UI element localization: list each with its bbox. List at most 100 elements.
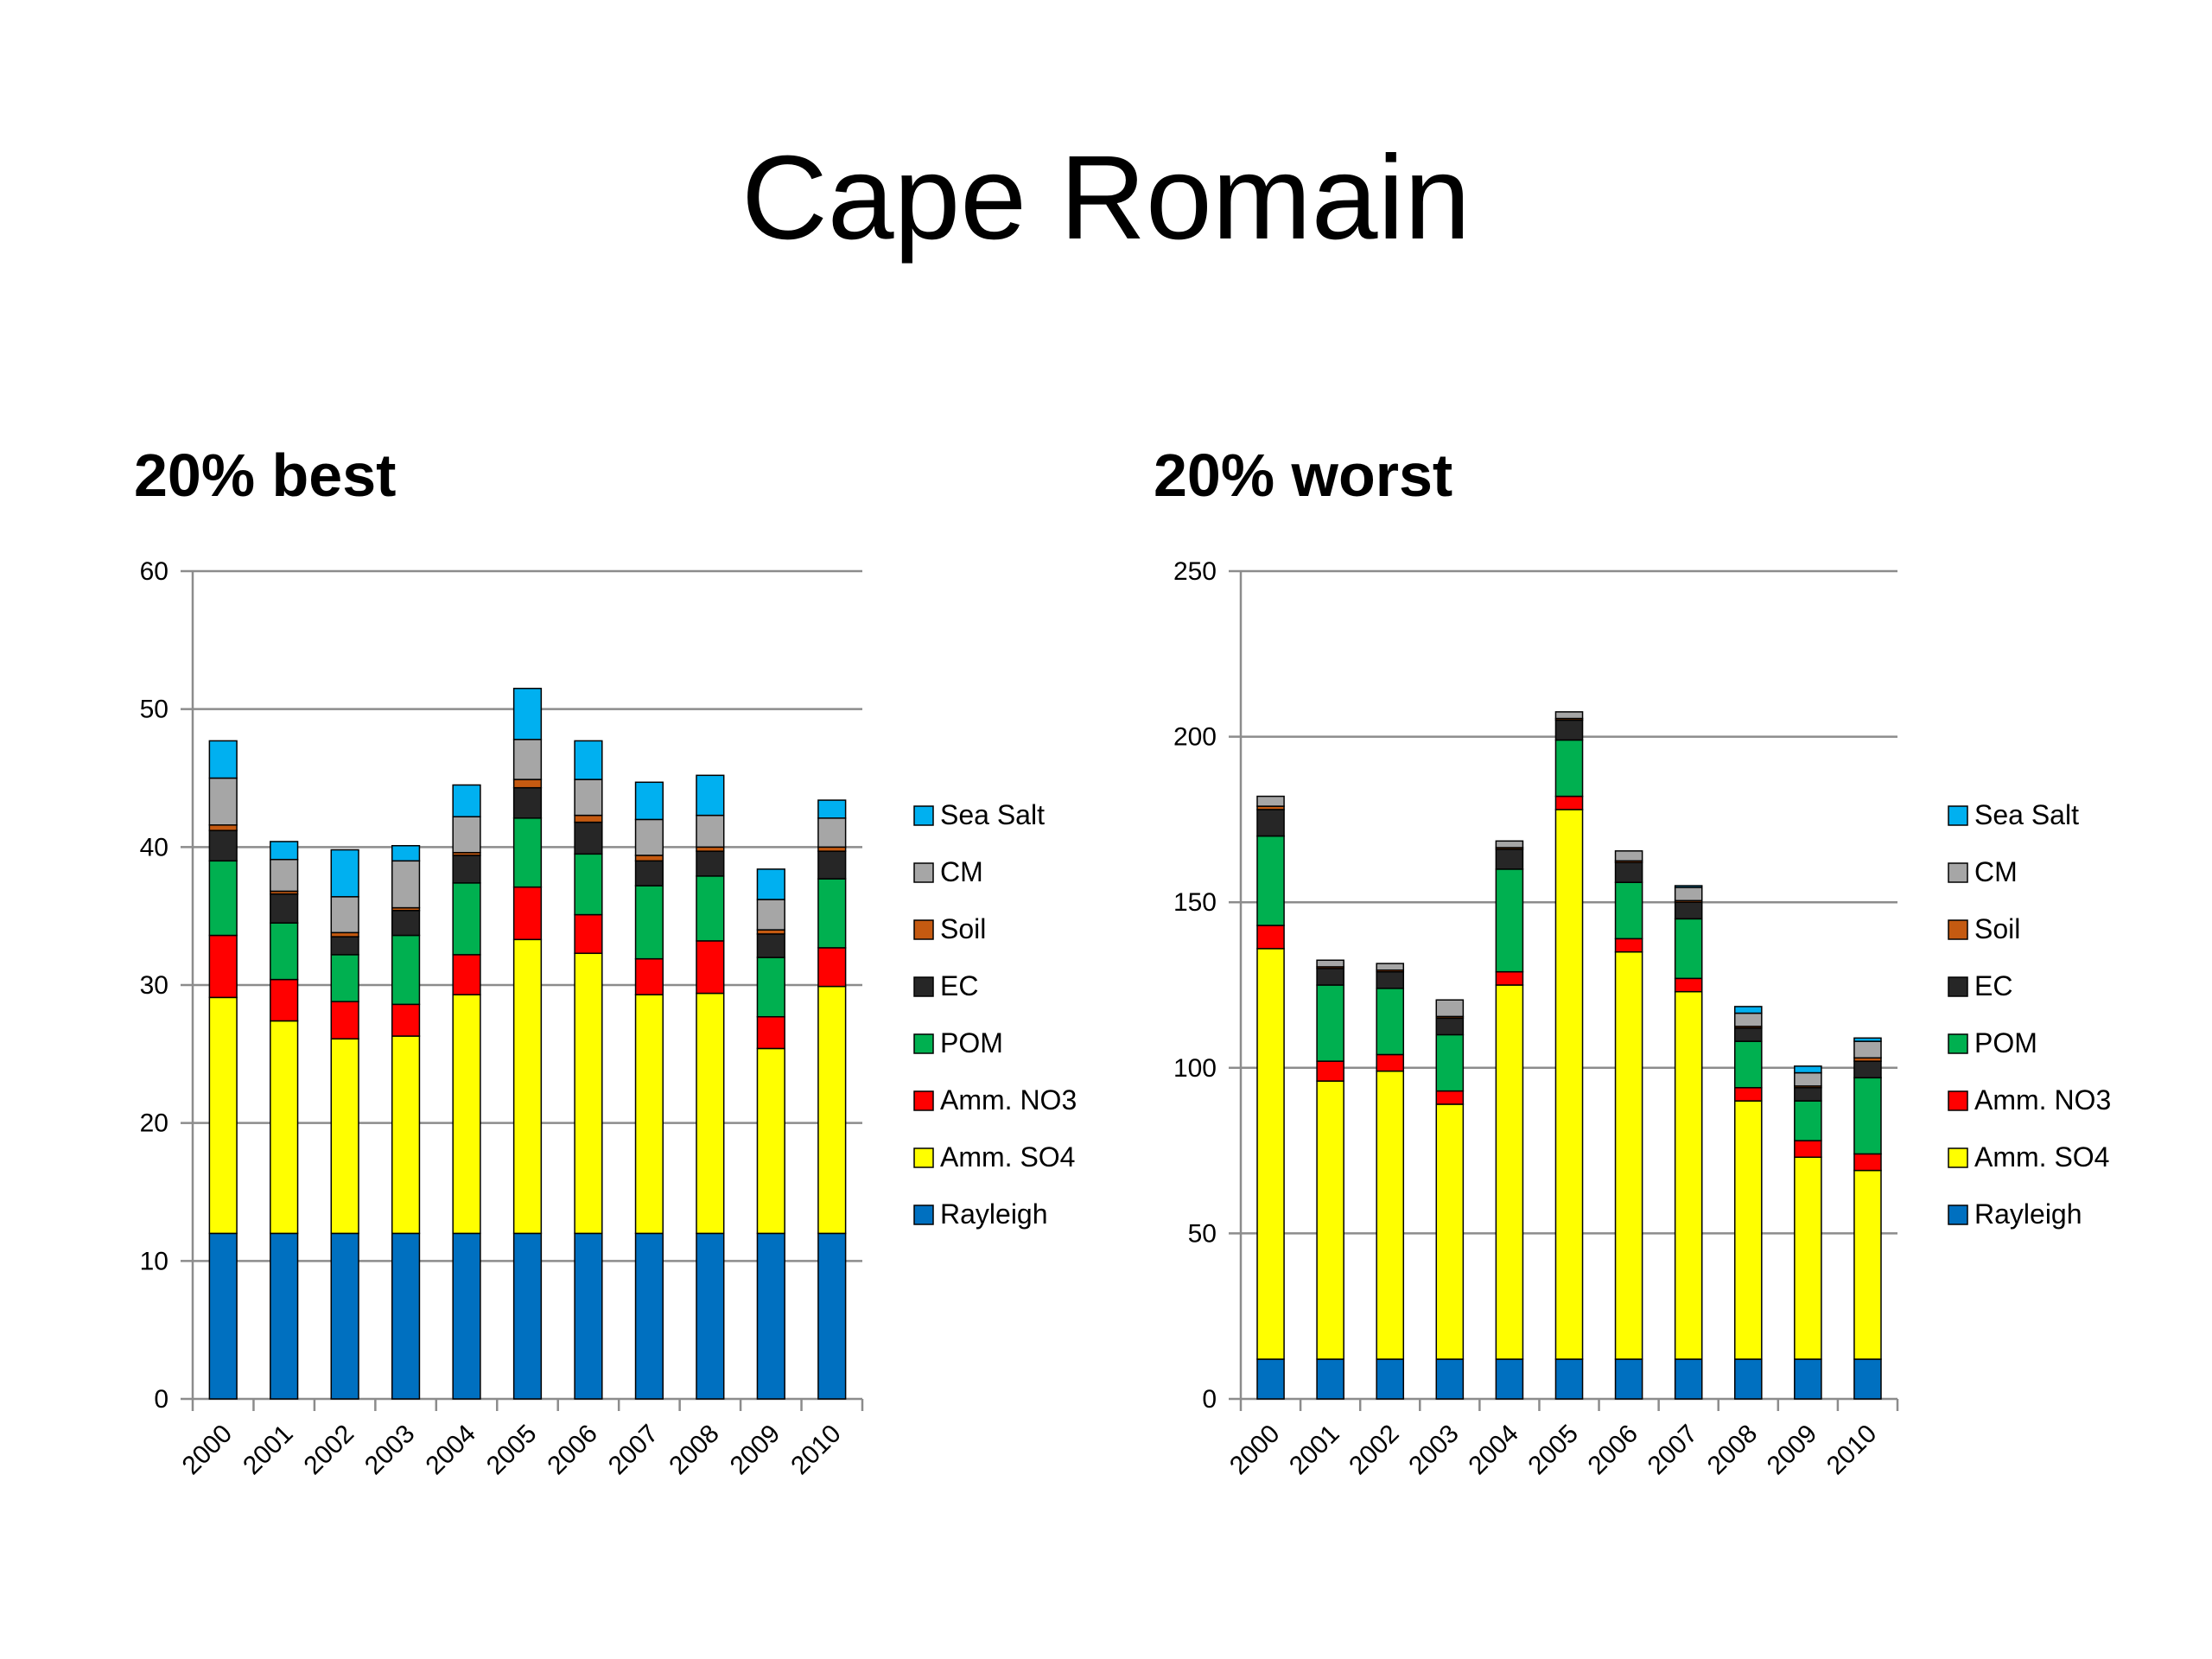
bar-best-2009-sea-salt [756,868,785,900]
x-tick-label-best-2005: 2005 [481,1420,543,1481]
bar-best-2002-amm-so4 [330,1038,359,1235]
bar-best-2008-amm-so4 [696,992,725,1235]
bar-worst-2003-pom [1435,1033,1465,1092]
y-tick-label-worst-150: 150 [1173,888,1217,917]
legend-label-worst-sea-salt: Sea Salt [1974,799,2079,830]
legend-label-best-cm: CM [940,856,983,887]
x-tick-label-worst-2000: 2000 [1224,1420,1286,1481]
bar-best-2000-rayleigh [208,1232,238,1400]
legend-swatch-worst-soil [1948,919,1968,940]
legend-label-best-rayleigh: Rayleigh [940,1198,1048,1230]
x-tick-label-best-2010: 2010 [785,1420,847,1481]
bar-best-2009-cm [756,899,785,931]
bar-best-2007-ec [634,860,664,887]
y-tick-label-worst-0: 0 [1202,1385,1217,1414]
bar-best-2000-amm-so4 [208,996,238,1235]
bar-best-2001-amm-no3 [270,978,299,1022]
bar-best-2003-rayleigh [391,1232,421,1400]
x-tick-label-best-2007: 2007 [603,1420,664,1481]
bar-best-2010-pom [817,878,847,949]
bar-worst-2000-rayleigh [1256,1358,1285,1400]
y-tick-label-best-40: 40 [140,833,168,861]
bar-worst-2010-amm-so4 [1853,1169,1882,1360]
bar-best-2009-ec [756,933,785,958]
bar-best-2007-rayleigh [634,1232,664,1400]
bar-worst-2007-cm [1674,887,1703,902]
legend-label-worst-cm: CM [1974,856,2018,887]
legend-label-worst-soil: Soil [1974,913,2020,944]
bar-best-2005-amm-so4 [512,938,543,1235]
bar-best-2004-pom [452,882,481,956]
bar-worst-2002-amm-so4 [1376,1070,1405,1360]
bar-worst-2006-pom [1614,881,1643,940]
bar-worst-2009-ec [1794,1087,1822,1102]
bar-worst-2008-pom [1733,1040,1763,1089]
y-tick-label-worst-250: 250 [1173,557,1217,586]
legend-label-worst-ec: EC [1974,970,2012,1001]
bar-worst-2001-amm-so4 [1316,1080,1344,1360]
bar-worst-2009-amm-so4 [1794,1156,1822,1360]
bar-worst-2004-rayleigh [1495,1358,1524,1400]
bar-worst-2004-pom [1495,868,1524,973]
bar-best-2001-pom [270,922,299,981]
legend-swatch-worst-ec [1948,976,1968,997]
bar-worst-2005-amm-no3 [1554,795,1584,810]
x-tick-label-best-2004: 2004 [420,1420,481,1481]
slide-title: Cape Romain [741,131,1471,264]
bar-worst-2008-cm [1733,1012,1763,1027]
bar-worst-2001-amm-no3 [1316,1060,1344,1082]
x-tick-label-worst-2009: 2009 [1762,1420,1823,1481]
x-tick-label-best-2009: 2009 [725,1420,786,1481]
bar-worst-2006-rayleigh [1614,1358,1643,1400]
bar-worst-2001-ec [1316,968,1344,986]
chart-title-best: 20% best [134,442,397,509]
x-tick-label-worst-2001: 2001 [1284,1420,1345,1481]
legend-label-worst-pom: POM [1974,1027,2037,1058]
legend-swatch-worst-amm-no3 [1948,1090,1968,1111]
bar-best-2005-soil [512,779,543,789]
x-tick-label-best-2003: 2003 [359,1420,421,1481]
y-tick-label-worst-50: 50 [1188,1219,1217,1248]
bar-best-2006-rayleigh [574,1232,603,1400]
x-tick-label-best-2008: 2008 [664,1420,725,1481]
bar-best-2008-amm-no3 [696,940,725,995]
bar-best-2007-sea-salt [634,781,664,821]
bar-worst-2007-pom [1674,918,1703,980]
y-tick-label-best-60: 60 [140,557,168,586]
bar-best-2010-ec [817,850,847,880]
bar-best-2003-amm-no3 [391,1003,421,1037]
bar-worst-2004-cm [1495,840,1524,849]
legend-swatch-worst-amm-so4 [1948,1147,1968,1168]
bar-worst-2001-cm [1316,959,1344,968]
bar-best-2005-ec [512,786,543,819]
bar-worst-2003-amm-so4 [1435,1103,1465,1360]
bar-best-2006-cm [574,779,603,817]
bar-best-2001-sea-salt [270,841,299,861]
x-tick-label-worst-2008: 2008 [1702,1420,1764,1481]
bar-worst-2008-rayleigh [1733,1358,1763,1400]
bar-worst-2003-cm [1435,999,1465,1018]
x-tick-label-best-2000: 2000 [177,1420,238,1481]
bar-best-2002-cm [330,896,359,934]
bar-best-2004-sea-salt [452,784,481,817]
legend-swatch-worst-sea-salt [1948,805,1968,826]
legend-label-best-pom: POM [940,1027,1003,1058]
legend-swatch-best-rayleigh [913,1205,934,1225]
bar-worst-2000-pom [1256,835,1285,926]
bar-best-2008-ec [696,850,725,877]
bar-worst-2010-rayleigh [1853,1358,1882,1400]
x-tick-label-worst-2003: 2003 [1403,1420,1465,1481]
bar-worst-2008-ec [1733,1027,1763,1042]
bar-best-2000-soil [208,824,238,831]
bar-worst-2010-pom [1853,1077,1882,1155]
bar-best-2006-soil [574,814,603,823]
bar-best-2009-amm-so4 [756,1047,785,1235]
bar-best-2007-pom [634,885,664,960]
bar-best-2005-pom [512,817,543,888]
bar-worst-2008-amm-so4 [1733,1100,1763,1360]
y-tick-label-worst-100: 100 [1173,1054,1217,1083]
bar-worst-2000-amm-no3 [1256,925,1285,950]
bar-best-2003-cm [391,860,421,909]
bar-worst-2009-sea-salt [1794,1065,1822,1074]
